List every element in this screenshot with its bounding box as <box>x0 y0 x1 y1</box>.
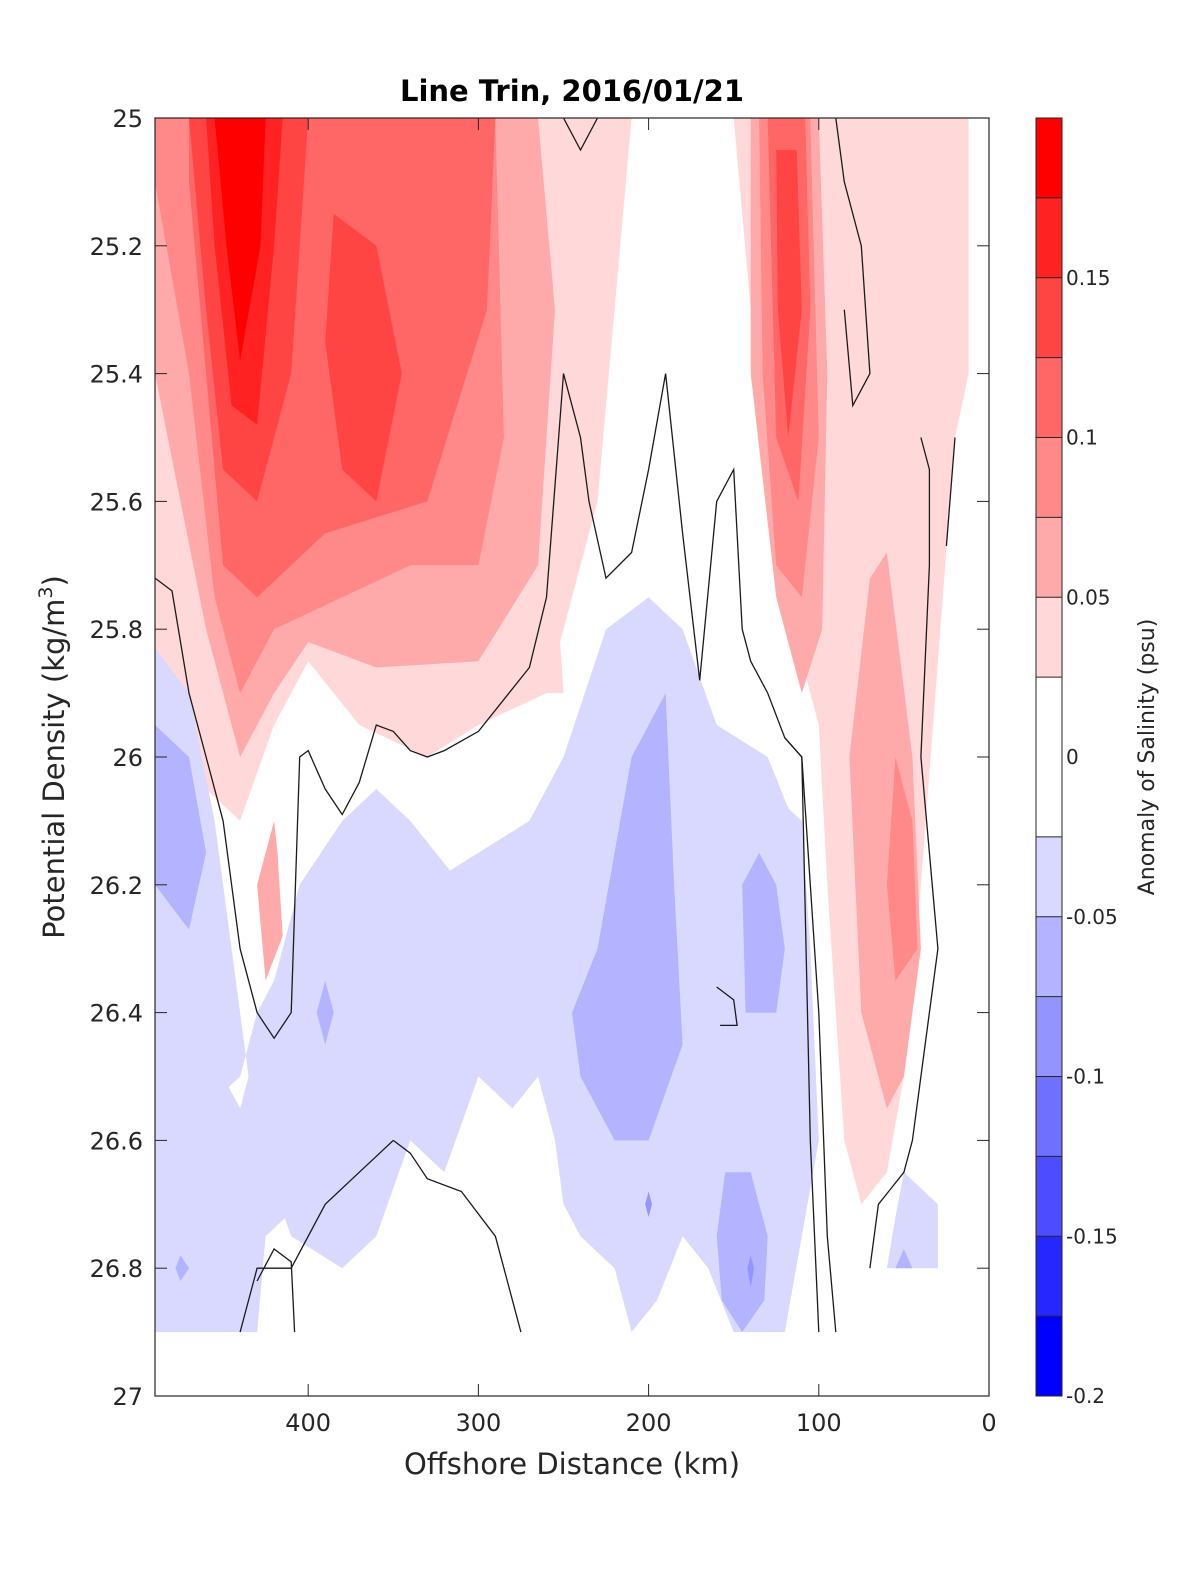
colorbar-tick-label-1: 0.1 <box>1066 426 1098 450</box>
contour-region-20 <box>572 693 683 1141</box>
y-tick-label-7: 26.4 <box>90 1000 143 1028</box>
colorbar-swatch-0 <box>1036 118 1062 198</box>
y-tick-label-2: 25.4 <box>90 361 143 389</box>
contour-region-13 <box>776 150 802 438</box>
contour-region-22 <box>716 1172 768 1333</box>
colorbar-swatch-10 <box>1036 996 1062 1077</box>
colorbar-tick-label-0: 0.15 <box>1066 266 1111 290</box>
contour-region-26 <box>747 1255 755 1288</box>
zero-contour-line-7 <box>392 1139 522 1333</box>
x-axis-title: Offshore Distance (km) <box>404 1447 740 1481</box>
colorbar-swatch-14 <box>1036 1316 1062 1396</box>
zero-contour-line-6 <box>239 1139 394 1333</box>
colorbar-swatch-13 <box>1036 1236 1062 1317</box>
zero-contour-line-9 <box>784 737 820 1333</box>
contour-region-12 <box>325 213 402 502</box>
contour-region-25 <box>895 1249 913 1269</box>
x-axis: 400 300 200 100 0 <box>285 118 997 1437</box>
colorbar-tick-label-2: 0.05 <box>1066 585 1111 609</box>
contour-region-27 <box>645 1191 652 1218</box>
y-tick-label-5: 26 <box>112 744 143 772</box>
y-tick-label-9: 26.8 <box>90 1255 143 1283</box>
colorbar <box>1036 118 1062 1396</box>
contour-region-8 <box>886 757 918 981</box>
colorbar-swatch-4 <box>1036 437 1062 518</box>
y-axis-title-superscript: 3 <box>35 586 57 598</box>
y-axis-title: Potential Density (kg/m3) <box>35 575 71 939</box>
colorbar-swatch-11 <box>1036 1076 1062 1157</box>
colorbar-swatch-7 <box>1036 677 1062 837</box>
colorbar-tick-label-5: -0.1 <box>1066 1065 1105 1089</box>
x-tick-label-1: 300 <box>455 1409 501 1437</box>
chart-title: Line Trin, 2016/01/21 <box>400 74 744 108</box>
contour-region-15 <box>214 118 266 361</box>
colorbar-ticks: 0.15 0.1 0.05 0 -0.05 -0.1 -0.15 -0.2 <box>1036 197 1118 1408</box>
colorbar-swatch-6 <box>1036 597 1062 678</box>
y-tick-label-3: 25.6 <box>90 488 143 516</box>
contour-region-19 <box>155 725 207 930</box>
colorbar-swatch-8 <box>1036 836 1062 917</box>
colorbar-swatch-5 <box>1036 517 1062 598</box>
y-axis: 25 25.2 25.4 25.6 25.8 26 26.2 26.4 26.6 26.8 27 <box>90 105 989 1411</box>
y-tick-label-4: 25.8 <box>90 616 143 644</box>
colorbar-tick-label-6: -0.15 <box>1066 1224 1118 1248</box>
zero-contour-line-3 <box>869 437 939 1269</box>
colorbar-swatch-1 <box>1036 197 1062 278</box>
colorbar-tick-label-3: 0 <box>1066 745 1079 769</box>
colorbar-frame <box>1035 117 1063 1397</box>
y-tick-label-1: 25.2 <box>90 233 143 261</box>
x-tick-label-4: 0 <box>981 1409 996 1437</box>
colorbar-title: Anomaly of Salinity (psu) <box>1135 619 1160 896</box>
contour-region-24 <box>175 1255 189 1281</box>
contour-fill-layer <box>155 118 969 1333</box>
colorbar-tick-label-4: -0.05 <box>1066 905 1118 929</box>
contour-region-18 <box>886 1172 938 1269</box>
y-axis-title-close: ) <box>37 575 71 586</box>
zero-contour-line-8 <box>256 1248 296 1333</box>
x-tick-label-3: 100 <box>796 1409 842 1437</box>
x-tick-label-0: 400 <box>285 1409 331 1437</box>
contour-region-21 <box>742 852 785 1013</box>
colorbar-swatch-3 <box>1036 357 1062 438</box>
contour-region-23 <box>316 980 334 1045</box>
colorbar-swatch-12 <box>1036 1156 1062 1237</box>
zero-contour-line-1 <box>562 118 599 152</box>
zero-contour-line-4 <box>945 437 956 547</box>
zero-contour-line-2 <box>835 118 871 408</box>
zero-contour-layer <box>155 118 956 1333</box>
y-tick-label-0: 25 <box>112 105 143 133</box>
y-axis-title-main: Potential Density (kg/m <box>37 599 71 939</box>
colorbar-swatch-2 <box>1036 277 1062 358</box>
zero-contour-line-5 <box>716 986 738 1027</box>
y-tick-label-10: 27 <box>112 1383 143 1411</box>
colorbar-swatch-9 <box>1036 916 1062 997</box>
x-tick-label-2: 200 <box>626 1409 672 1437</box>
zero-contour-line-0 <box>155 373 837 1333</box>
y-tick-label-8: 26.6 <box>90 1127 143 1155</box>
y-tick-label-6: 26.2 <box>90 872 143 900</box>
colorbar-tick-label-7: -0.2 <box>1066 1384 1105 1408</box>
contour-region-3 <box>257 820 283 981</box>
